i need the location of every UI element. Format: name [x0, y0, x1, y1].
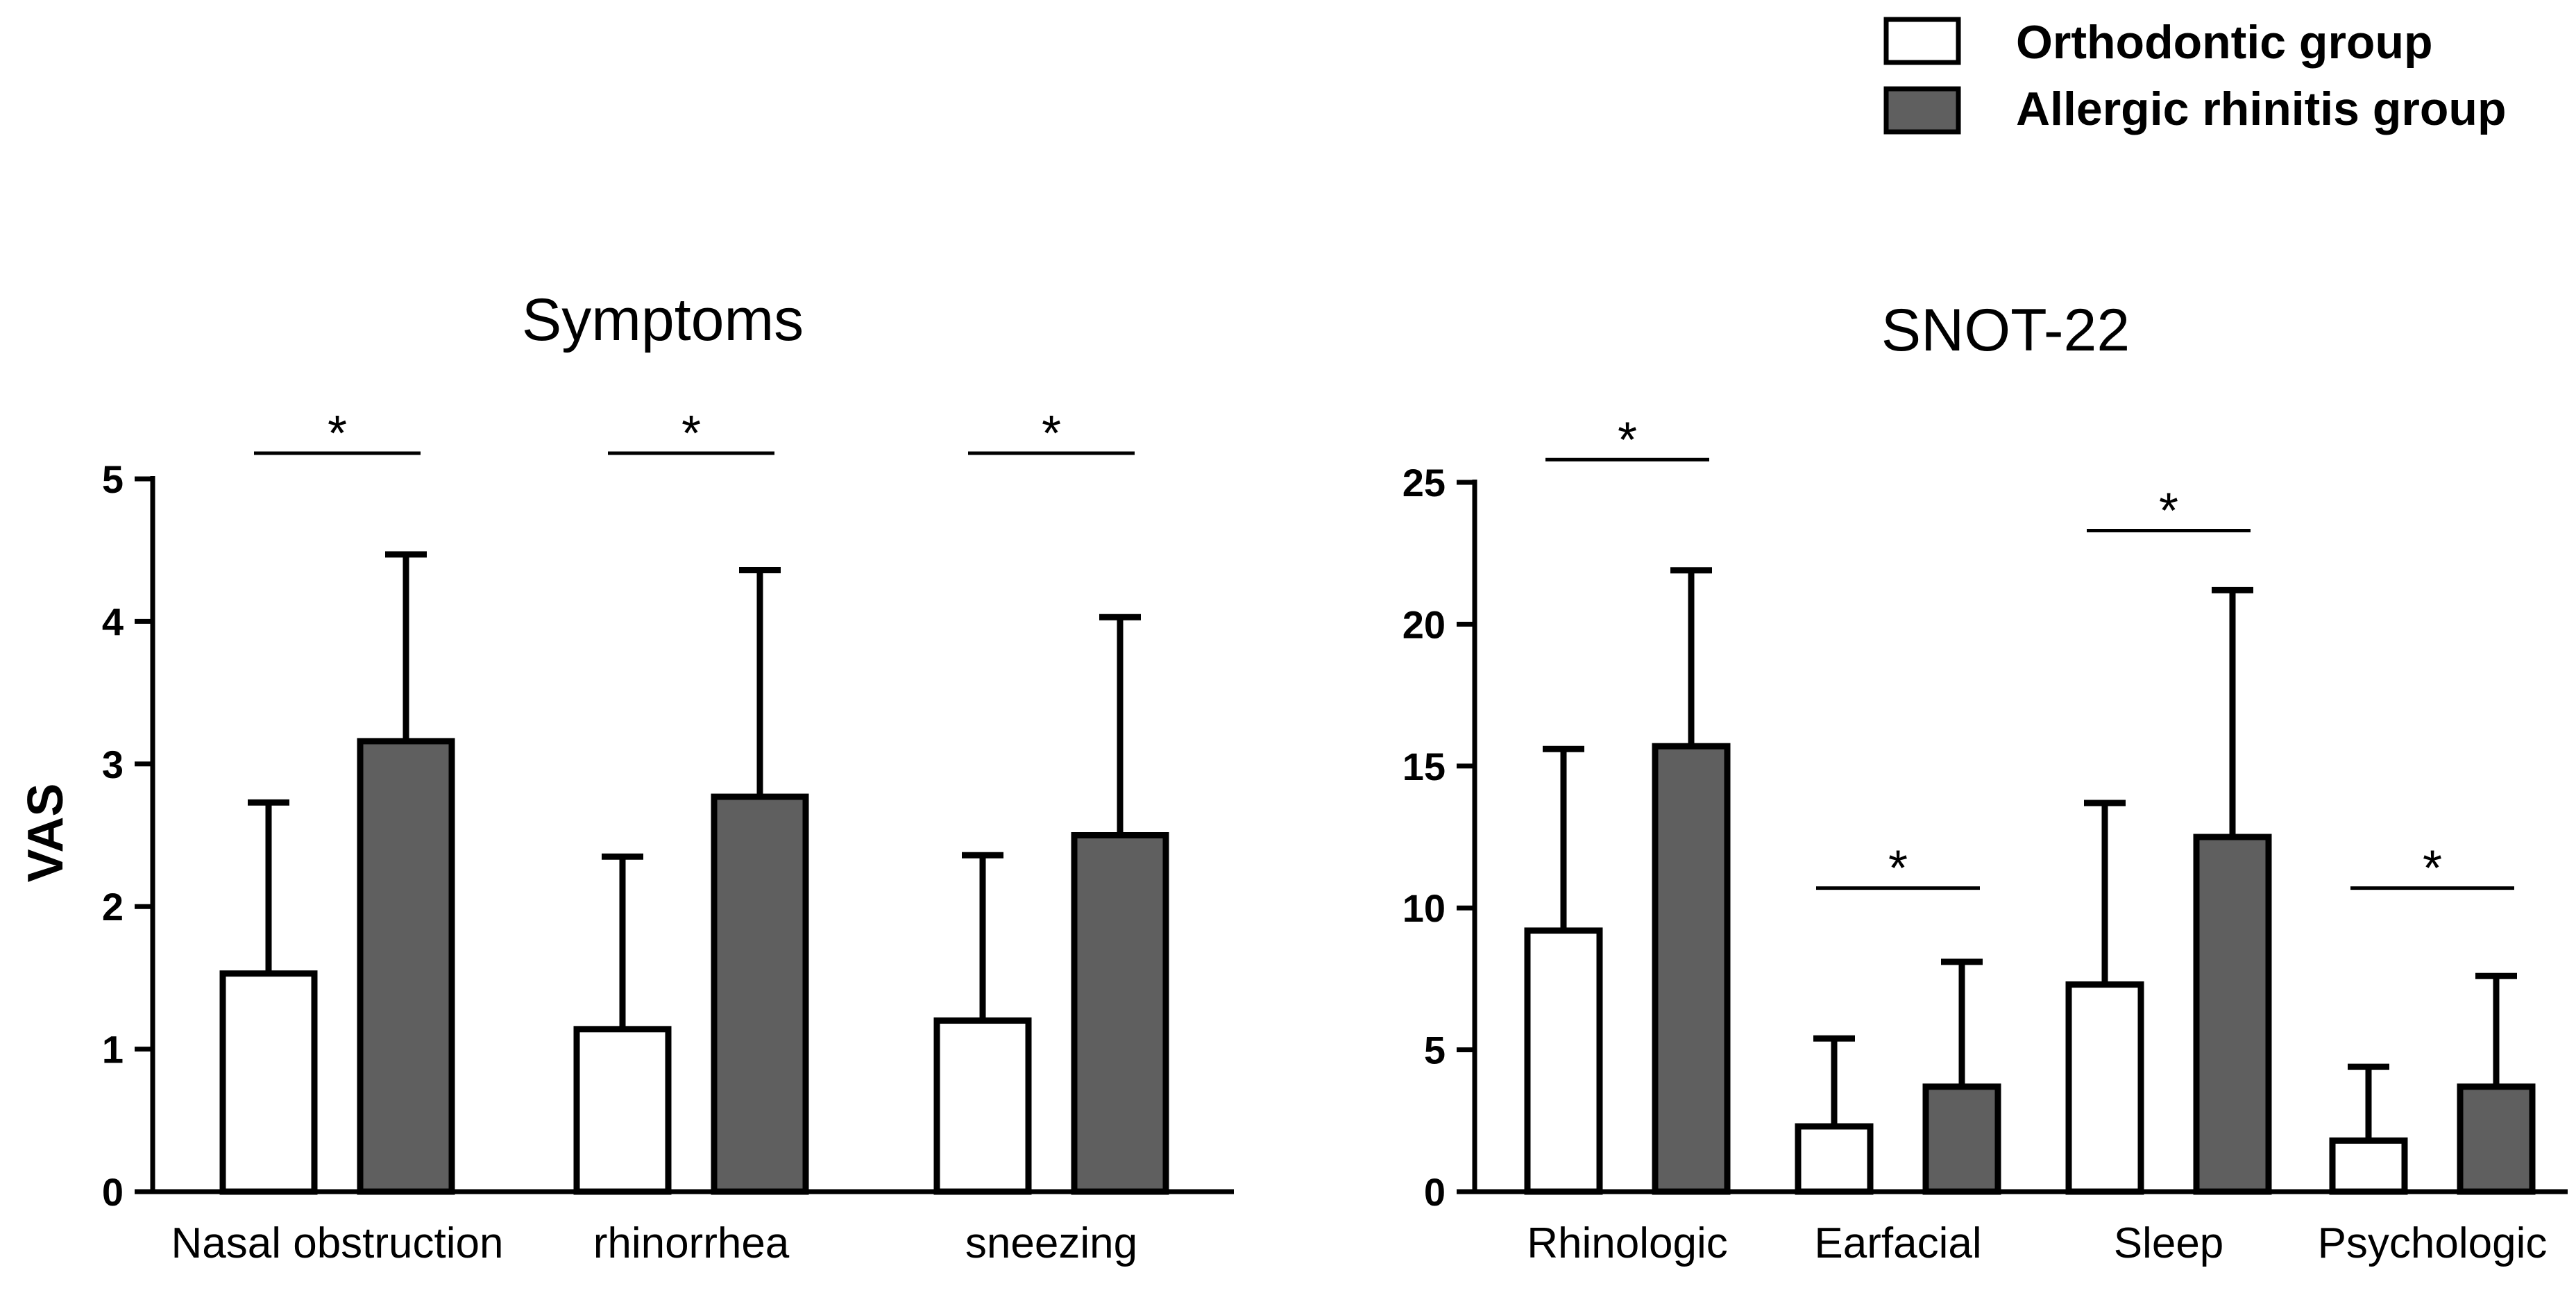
y-tick-label: 20: [1403, 602, 1446, 646]
y-axis-label: VAS: [18, 784, 74, 883]
bar-allergic: [1071, 832, 1169, 1195]
bar-allergic: [1922, 1083, 2001, 1195]
significance-marker: *: [1618, 412, 1637, 468]
y-tick-label: 2: [102, 885, 124, 929]
panel-title: Symptoms: [522, 287, 804, 353]
bar-orthodontic: [933, 1017, 1032, 1195]
x-tick-label: Earfacial: [1814, 1219, 1981, 1267]
legend-label-orthodontic: Orthodontic group: [2016, 16, 2433, 69]
bar-orthodontic: [573, 1026, 672, 1195]
y-tick-label: 1: [102, 1028, 124, 1072]
x-tick-label: rhinorrhea: [593, 1219, 790, 1267]
significance-marker: *: [2423, 841, 2442, 897]
y-tick-label: 5: [1424, 1029, 1446, 1072]
symptoms-panel: Symptoms VAS 0 1 2 3 4 5 Nasal obstruction rhinor…: [18, 287, 1234, 1267]
bar-orthodontic: [219, 970, 318, 1195]
y-tick-label: 0: [102, 1170, 124, 1214]
bar-orthodontic: [1795, 1123, 1874, 1195]
x-tick-label: Nasal obstruction: [171, 1219, 503, 1267]
x-tick-label: sneezing: [965, 1219, 1137, 1267]
bar-orthodontic: [2065, 981, 2144, 1195]
bar-allergic: [2457, 1083, 2536, 1195]
y-tick-label: 0: [1424, 1170, 1446, 1214]
bar-allergic: [1652, 743, 1731, 1195]
snot22-panel: SNOT-22 0 5 10 15 20 25 Rhinologic Earfacial Slee…: [1403, 297, 2568, 1267]
legend-swatch-allergic: [1883, 86, 1961, 135]
x-tick-label: Psychologic: [2318, 1219, 2548, 1267]
y-tick-label: 4: [102, 600, 124, 643]
legend: Orthodontic group Allergic rhinitis grou…: [1883, 16, 2507, 135]
x-tick-label: Sleep: [2114, 1219, 2224, 1267]
significance-marker: *: [1888, 841, 1908, 897]
y-tick-label: 15: [1403, 745, 1446, 788]
bar-allergic: [357, 738, 455, 1195]
y-tick-label: 5: [102, 457, 124, 501]
y-tick-label: 3: [102, 743, 124, 786]
significance-marker: *: [1042, 406, 1061, 462]
bar-allergic: [2193, 834, 2272, 1195]
panel-title: SNOT-22: [1881, 297, 2130, 364]
y-tick-label: 25: [1403, 461, 1446, 505]
bar-orthodontic: [1524, 927, 1603, 1195]
x-tick-label: Rhinologic: [1527, 1219, 1728, 1267]
legend-label-allergic: Allergic rhinitis group: [2016, 83, 2507, 135]
significance-marker: *: [681, 406, 701, 462]
bar-allergic: [711, 793, 809, 1195]
significance-marker: *: [328, 406, 347, 462]
significance-marker: *: [2159, 483, 2178, 539]
legend-swatch-orthodontic: [1883, 17, 1961, 65]
bar-orthodontic: [2329, 1137, 2408, 1195]
y-tick-label: 10: [1403, 886, 1446, 930]
